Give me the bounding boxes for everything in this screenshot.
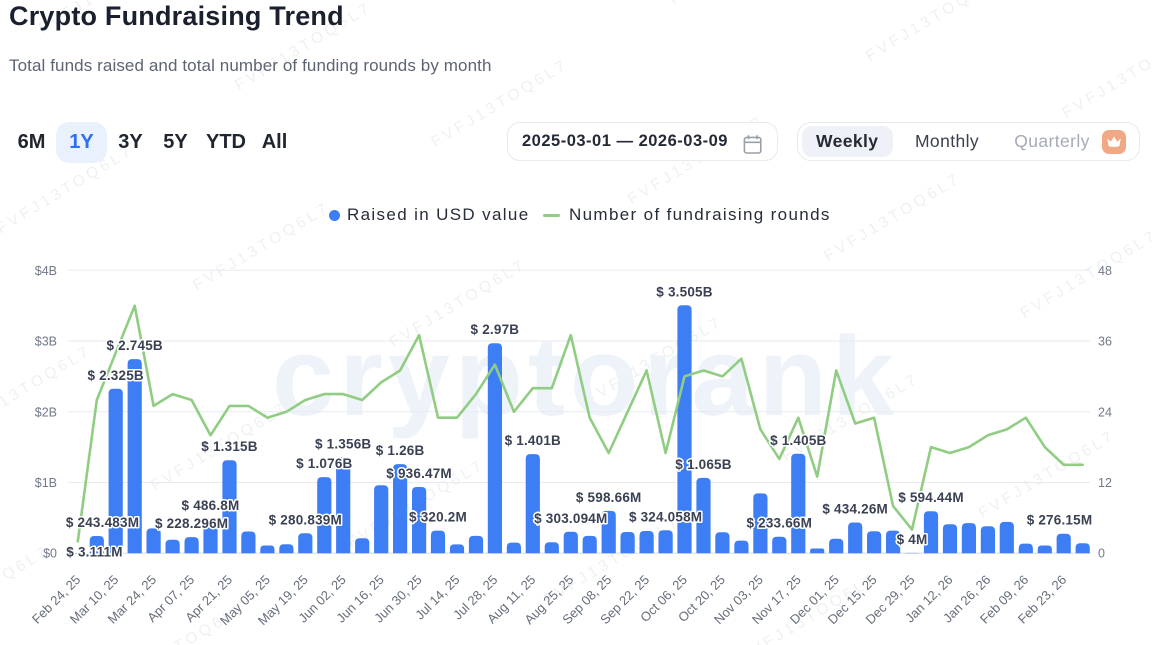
svg-text:$ 1.356B: $ 1.356B (315, 436, 371, 451)
svg-text:$ 320.2M: $ 320.2M (409, 510, 467, 525)
svg-text:$ 1.405B: $ 1.405B (770, 433, 826, 448)
svg-text:$ 243.483M: $ 243.483M (66, 515, 139, 530)
svg-text:0: 0 (1098, 547, 1105, 561)
svg-text:$ 3.505B: $ 3.505B (656, 284, 712, 299)
svg-text:$ 936.47M: $ 936.47M (386, 466, 452, 481)
svg-text:$4B: $4B (35, 264, 57, 278)
svg-text:$ 303.094M: $ 303.094M (534, 511, 607, 526)
svg-text:$0: $0 (43, 547, 57, 561)
svg-text:$ 4M: $ 4M (897, 532, 928, 547)
svg-text:$1B: $1B (35, 476, 57, 490)
svg-text:48: 48 (1098, 264, 1112, 278)
svg-text:$ 2.325B: $ 2.325B (87, 368, 143, 383)
svg-text:24: 24 (1098, 405, 1112, 419)
svg-text:$ 324.058M: $ 324.058M (629, 509, 702, 524)
svg-text:$ 1.26B: $ 1.26B (376, 443, 425, 458)
svg-text:$ 2.97B: $ 2.97B (471, 322, 520, 337)
svg-text:$ 228.296M: $ 228.296M (155, 516, 228, 531)
svg-text:$ 2.745B: $ 2.745B (106, 338, 162, 353)
svg-text:$ 594.44M: $ 594.44M (898, 490, 964, 505)
svg-text:$ 1.401B: $ 1.401B (505, 433, 561, 448)
svg-text:$ 276.15M: $ 276.15M (1027, 513, 1093, 528)
svg-text:$ 280.839M: $ 280.839M (269, 512, 342, 527)
svg-text:36: 36 (1098, 335, 1112, 349)
svg-text:$ 434.26M: $ 434.26M (822, 502, 888, 517)
svg-text:$ 3.111M: $ 3.111M (66, 545, 122, 560)
svg-text:$ 1.076B: $ 1.076B (296, 456, 352, 471)
svg-text:cryptorank: cryptorank (272, 314, 899, 439)
svg-text:$ 1.315B: $ 1.315B (201, 439, 257, 454)
svg-text:12: 12 (1098, 476, 1112, 490)
svg-text:$2B: $2B (35, 405, 57, 419)
svg-text:$ 1.065B: $ 1.065B (675, 457, 731, 472)
svg-text:$ 233.66M: $ 233.66M (746, 516, 812, 531)
svg-text:$ 486.8M: $ 486.8M (182, 498, 240, 513)
svg-text:$ 598.66M: $ 598.66M (576, 490, 642, 505)
svg-text:$3B: $3B (35, 335, 57, 349)
